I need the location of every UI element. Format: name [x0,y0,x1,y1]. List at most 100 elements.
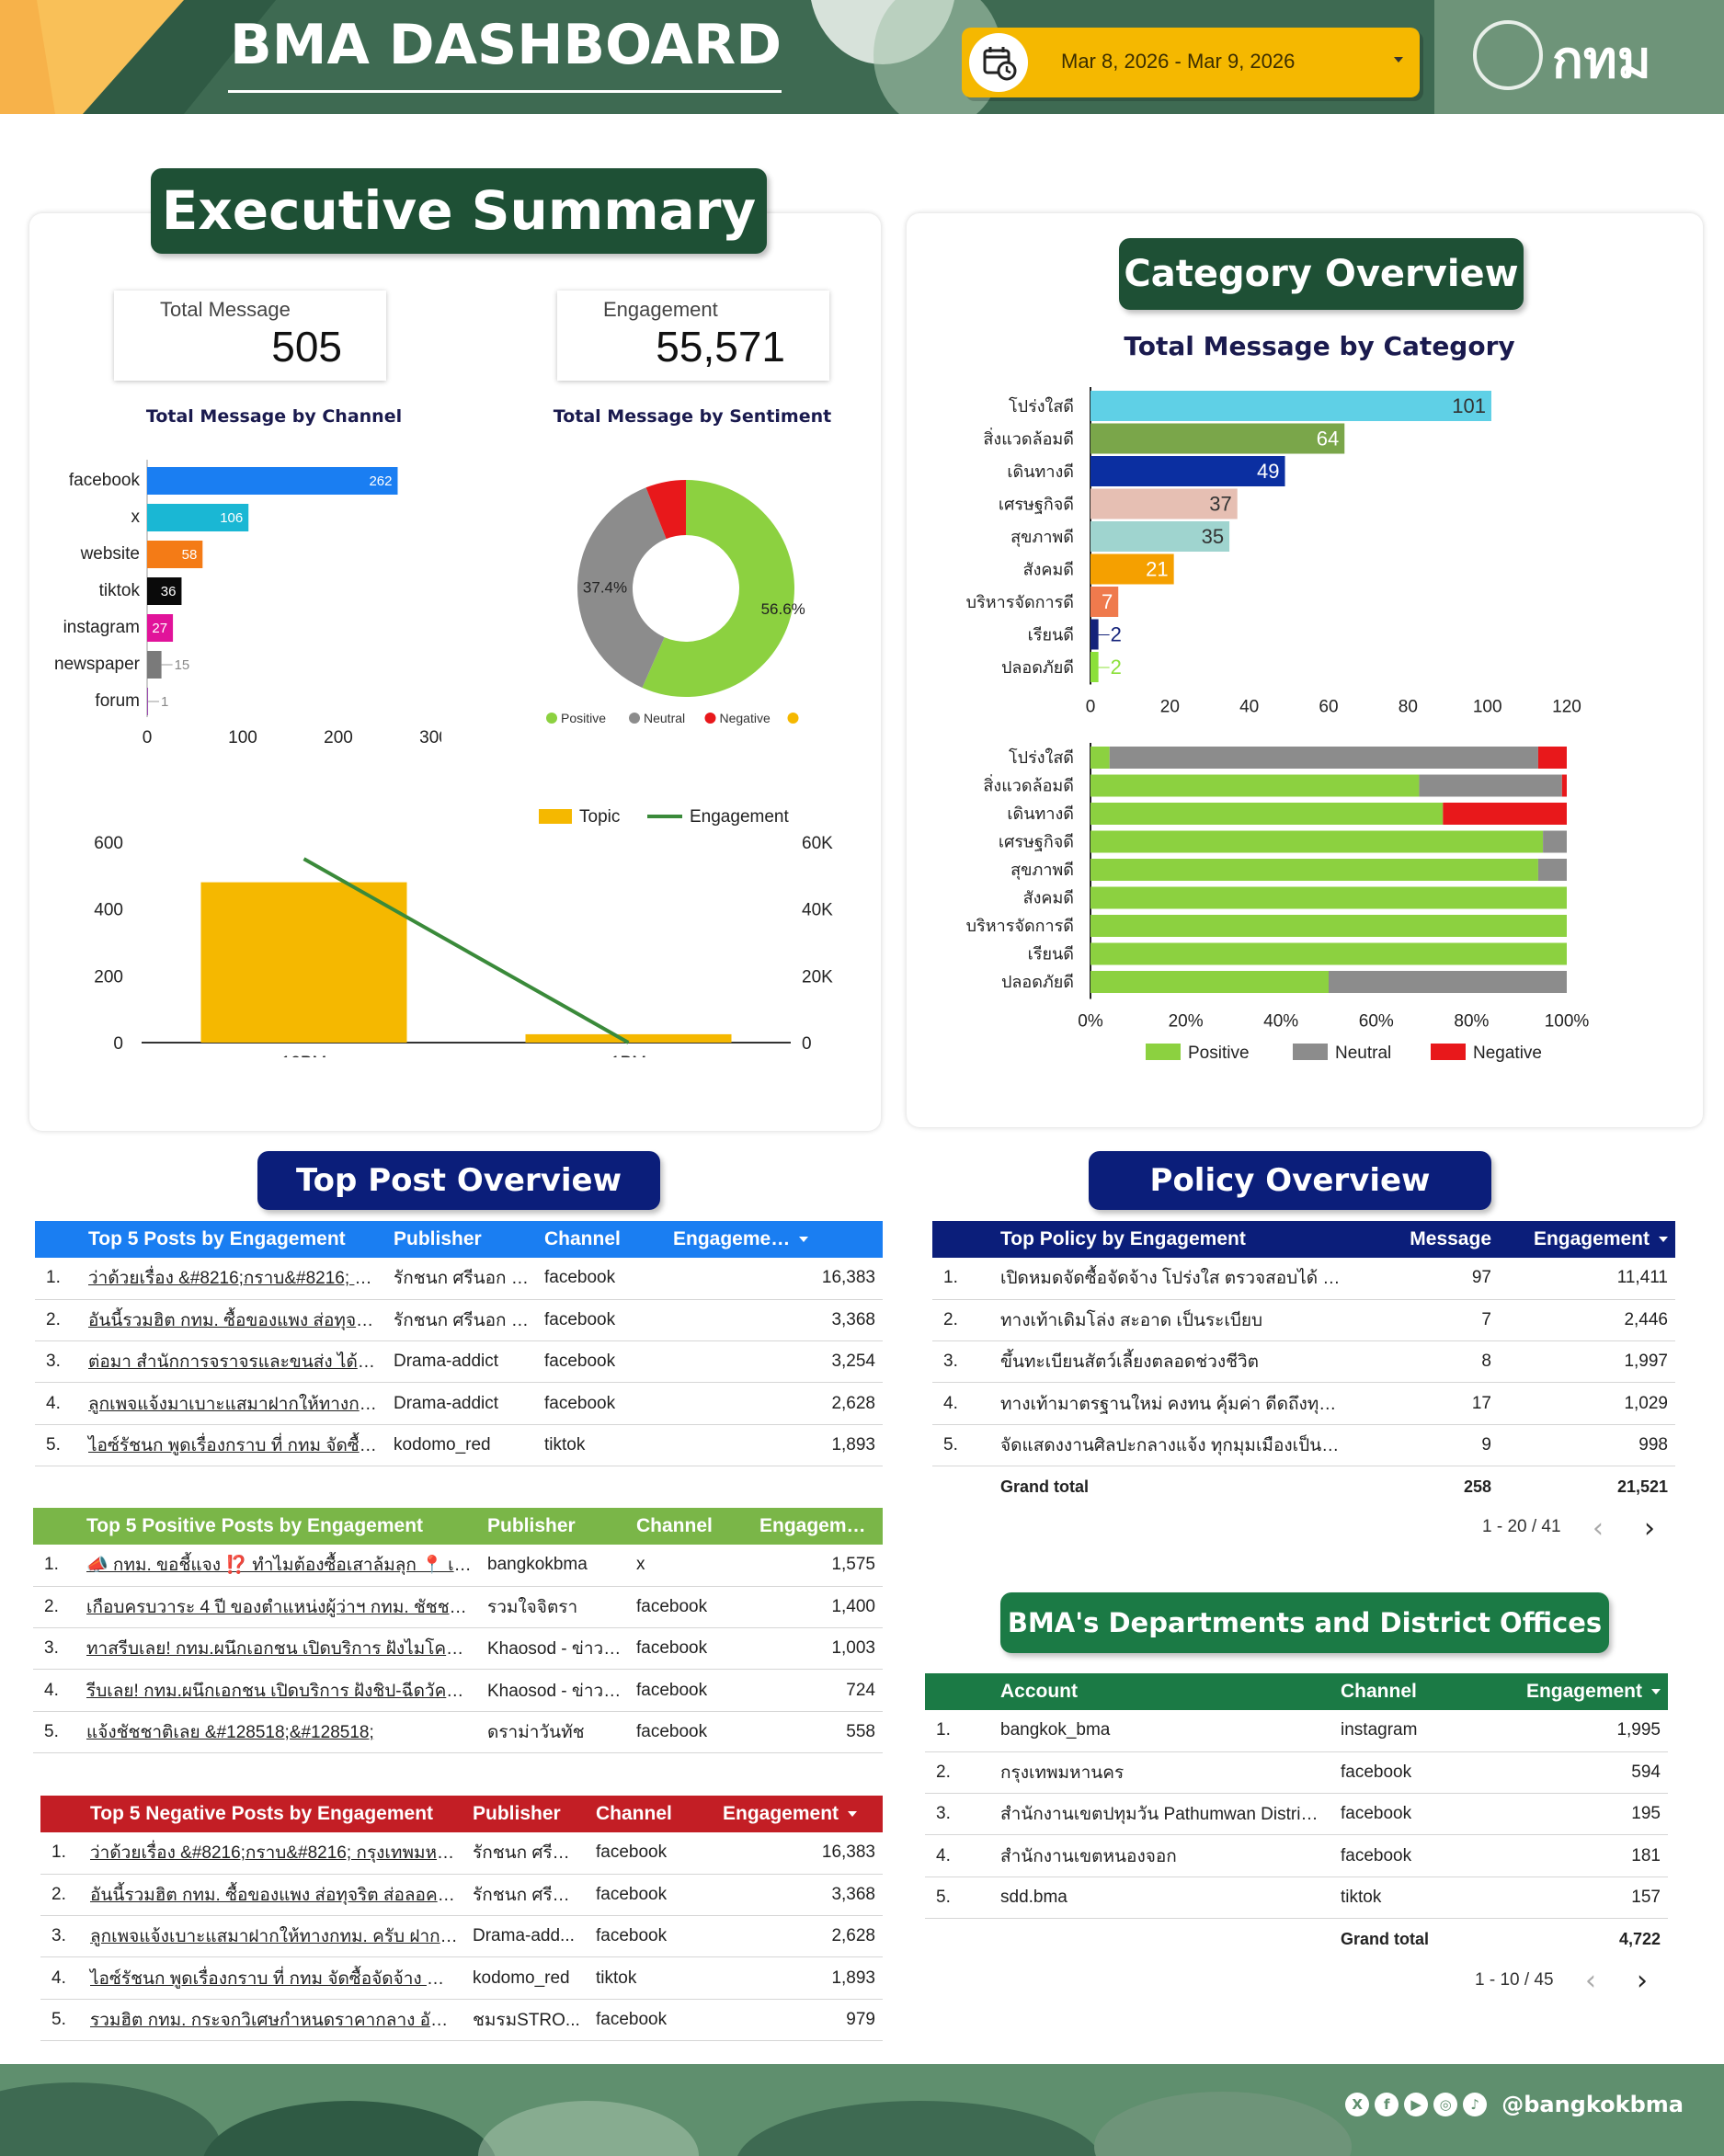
facebook-icon[interactable]: f [1375,2093,1399,2116]
post-link[interactable]: ต่อมา สำนักการจราจรและขนส่ง ได้เข้ามาคอม… [81,1340,386,1384]
grand-total-engagement: 21,521 [1616,1477,1668,1496]
table-row[interactable]: 2. กรุงเทพมหานคร facebook 594 [925,1751,1668,1795]
row-index: 2. [35,1299,81,1342]
instagram-icon[interactable]: ◎ [1433,2093,1458,2116]
kpi-total-message-value: 505 [271,323,342,371]
kpi-engagement: Engagement 55,571 [557,291,829,381]
row-index: 2. [33,1586,79,1629]
table-row[interactable]: 3. ลูกเพจแจ้งเบาะแสมาฝากให้ทางกทม. ครับ ฝ… [40,1915,883,1958]
table-row[interactable]: 2. เกือบครบวาระ 4 ปี ของตำแหน่งผู้ว่าฯ กท… [33,1586,883,1629]
col-engagement[interactable]: Engageme… [666,1221,883,1258]
channel-bar-chart: facebook 262 x 106 website 58 tiktok 36 instagra… [54,460,441,747]
prev-page-icon[interactable]: ‹ [1585,1965,1596,1997]
engagement-cell: 1,997 [1499,1340,1675,1384]
category-label: tiktok [99,581,141,600]
table-row[interactable]: 2. อันนี้รวมฮิต กทม. ซื้อของแพง ส่อทุจริต… [40,1874,883,1917]
legend-swatch [1146,1044,1181,1060]
post-link[interactable]: ลูกเพจแจ้งเบาะแสมาฝากให้ทางกทม. ครับ ฝาก… [83,1915,465,1958]
category-label: สิ่งแวดล้อมดี [983,774,1074,795]
post-link[interactable]: ไอซ์รัชนก พูดเรื่องกราบ ที่ กทม จัดซื้อจ… [83,1956,465,2000]
post-link[interactable]: อันนี้รวมฮิต กทม. ซื้อของแพง ส่อทุจริต ส… [83,1874,465,1917]
prev-page-icon[interactable]: ‹ [1593,1512,1604,1545]
x-tick-label: 120 [1552,698,1581,717]
post-link[interactable]: ทาสรีบเลย! กทม.ผนึกเอกชน เปิดบริการ ฝังไ… [79,1627,480,1671]
table-row[interactable]: 4. ทางเท้ามาตรฐานใหม่ คงทน คุ้มค่า ดีดถึง… [932,1382,1675,1425]
table-row[interactable]: 1. เปิดหมดจัดซื้อจัดจ้าง โปร่งใส ตรวจสอบไ… [932,1258,1675,1300]
bar [1090,456,1285,486]
table-row[interactable]: 1. bangkok_bma instagram 1,995 [925,1710,1668,1752]
table-row[interactable]: 5. รวมฮิต กทม. กระจกวิเศษกำหนดราคากลาง อั… [40,1999,883,2041]
col-channel[interactable]: Channel [636,1515,713,1536]
engagement-cell: 3,254 [666,1340,883,1384]
table-row[interactable]: 5. sdd.bma tiktok 157 [925,1877,1668,1919]
col-engagement[interactable]: Engagement [715,1796,883,1832]
stacked-segment [1543,830,1567,853]
post-link[interactable]: รวมฮิต กทม. กระจกวิเศษกำหนดราคากลาง อันล… [83,1999,465,2041]
bar [147,688,149,715]
col-policy[interactable]: Top Policy by Engagement [1000,1228,1246,1249]
table-row[interactable]: 4.ลูกเพจแจ้งมาเบาะแสมาฝากให้ทางกทม. ครับ… [35,1382,883,1425]
engagement-cell: 594 [1504,1751,1668,1795]
bar [1090,553,1174,585]
x-icon[interactable]: X [1345,2093,1370,2116]
table-row[interactable]: 5. ไอซ์รัชนก พูดเรื่องกราบ ที่ กทม จัดซื้… [35,1424,883,1466]
table-row[interactable]: 5. จัดแสดงงานศิลปะกลางแจ้ง ทุกมุมเมืองเป็… [932,1424,1675,1466]
data-label: 37 [1209,493,1231,516]
col-engagement[interactable]: Engagement [1499,1221,1675,1258]
col-engagement[interactable]: Engagement [1504,1673,1668,1710]
table-row[interactable]: 1.ว่าด้วยเรื่อง &#8216;กราบ&#8216; กรุงเ… [35,1258,883,1300]
post-link[interactable]: ว่าด้วยเรื่อง &#8216;กราบ&#8216; กรุงเทพ… [83,1832,465,1875]
category-label: สังคมดี [1023,561,1074,579]
category-label: บริหารจัดการดี [966,593,1074,611]
table-row[interactable]: 1. 📣 กทม. ขอชี้แจง ⁉️ ทำไมต้องซื้อเสาล้มล… [33,1545,883,1587]
engagement-cell: 1,893 [715,1956,883,2000]
post-link[interactable]: อันนี้รวมฮิต กทม. ซื้อของแพง ส่อทุจริต ส… [81,1299,386,1342]
post-link[interactable]: แจ้งชัชชาติเลย &#128518;&#128518; [79,1711,480,1753]
col-post[interactable]: Top 5 Negative Posts by Engagement [90,1803,434,1824]
post-link[interactable]: ไอซ์รัชนก พูดเรื่องกราบ ที่ กทม จัดซื้อจ… [81,1424,386,1466]
tiktok-icon[interactable]: ♪ [1463,2093,1488,2116]
col-channel[interactable]: Channel [596,1803,672,1824]
post-link[interactable]: เกือบครบวาระ 4 ปี ของตำแหน่งผู้ว่าฯ กทม.… [79,1586,480,1629]
bar [147,577,182,605]
col-publisher[interactable]: Publisher [473,1803,561,1824]
legend-label: Neutral [1335,1044,1391,1063]
table-row[interactable]: 4. สำนักงานเขตหนองจอก facebook 181 [925,1834,1668,1877]
publisher-cell: Khaosod - ข่าวสด [480,1627,629,1671]
col-post[interactable]: Top 5 Positive Posts by Engagement [86,1515,424,1536]
post-link[interactable]: รีบเลย! กทม.ผนึกเอกชน เปิดบริการ ฝังชิป-… [79,1669,480,1712]
col-message[interactable]: Message [1410,1228,1491,1249]
top5-positive-posts-table: Top 5 Positive Posts by Engagement Publi… [33,1508,883,1753]
next-page-icon[interactable]: › [1637,1965,1648,1997]
col-account[interactable]: Account [1000,1681,1078,1702]
col-publisher[interactable]: Publisher [487,1515,576,1536]
sort-desc-icon [1659,1237,1668,1243]
stacked-segment [1109,747,1538,769]
table-row[interactable]: 3.ต่อมา สำนักการจราจรและขนส่ง ได้เข้ามาค… [35,1340,883,1384]
date-range-picker[interactable]: Mar 8, 2026 - Mar 9, 2026 [962,28,1420,97]
col-post[interactable]: Top 5 Posts by Engagement [88,1228,346,1249]
table-row[interactable]: 3. ขึ้นทะเบียนสัตว์เลี้ยงตลอดช่วงชีวิต 8 1,… [932,1340,1675,1384]
bma-seal-logo [1473,20,1543,90]
col-channel[interactable]: Channel [544,1228,621,1249]
table-row[interactable]: 2. ทางเท้าเดิมโล่ง สะอาด เป็นระเบียบ 7 2,44… [932,1299,1675,1342]
next-page-icon[interactable]: › [1644,1512,1655,1545]
engagement-cell: 181 [1504,1834,1668,1877]
message-cell: 17 [1352,1382,1499,1425]
post-link[interactable]: ลูกเพจแจ้งมาเบาะแสมาฝากให้ทางกทม. ครับ ฝ… [81,1382,386,1425]
col-engagement[interactable]: Engagement [752,1508,883,1545]
col-channel[interactable]: Channel [1341,1681,1417,1702]
table-row[interactable]: 1.ว่าด้วยเรื่อง &#8216;กราบ&#8216; กรุงเ… [40,1832,883,1875]
col-publisher[interactable]: Publisher [394,1228,482,1249]
post-link[interactable]: ว่าด้วยเรื่อง &#8216;กราบ&#8216; กรุงเทพ… [81,1258,386,1300]
y-right-tick-label: 0 [802,1034,812,1054]
table-row[interactable]: 2. อันนี้รวมฮิต กทม. ซื้อของแพง ส่อทุจริต… [35,1299,883,1342]
post-link[interactable]: 📣 กทม. ขอชี้แจง ⁉️ ทำไมต้องซื้อเสาล้มลุก… [79,1545,480,1587]
youtube-icon[interactable]: ▶ [1404,2093,1429,2116]
table-row[interactable]: 3. สำนักงานเขตปทุมวัน Pathumwan District … [925,1793,1668,1836]
table-row[interactable]: 4. รีบเลย! กทม.ผนึกเอกชน เปิดบริการ ฝังชิ… [33,1669,883,1712]
table-row[interactable]: 5. แจ้งชัชชาติเลย &#128518;&#128518; ดราม่… [33,1711,883,1753]
table-row[interactable]: 3. ทาสรีบเลย! กทม.ผนึกเอกชน เปิดบริการ ฝั… [33,1627,883,1671]
table-row[interactable]: 4. ไอซ์รัชนก พูดเรื่องกราบ ที่ กทม จัดซื้… [40,1956,883,2000]
slice [642,480,794,697]
